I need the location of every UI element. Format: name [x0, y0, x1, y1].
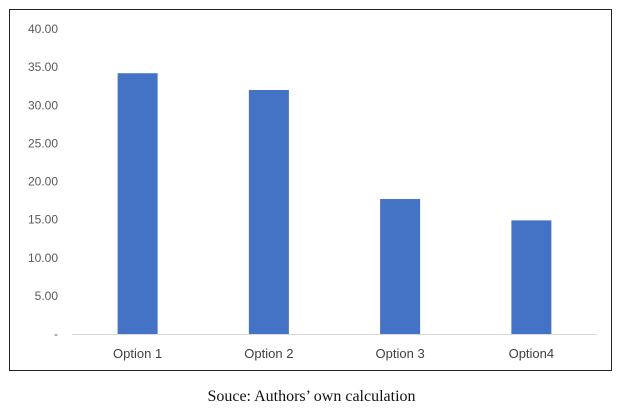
y-tick-label: 10.00	[28, 251, 58, 265]
y-tick-label: -	[54, 327, 58, 341]
chart-frame: - 5.00 10.00 15.00 20.00 25.00 30.00 35.00 40.00…	[9, 9, 612, 371]
y-tick-label: 40.00	[28, 22, 58, 36]
figure-caption: Souce: Authors’ own calculation	[207, 388, 416, 405]
bar-chart: - 5.00 10.00 15.00 20.00 25.00 30.00 35.00 40.00…	[28, 22, 597, 361]
bar	[511, 220, 552, 334]
y-tick-label: 20.00	[28, 175, 58, 189]
x-tick-label: Option 3	[376, 346, 425, 361]
bars	[117, 73, 552, 334]
x-axis-labels: Option 1 Option 2 Option 3 Option4	[113, 346, 554, 361]
bar	[248, 90, 289, 334]
y-tick-label: 35.00	[28, 60, 58, 74]
y-tick-label: 5.00	[35, 289, 59, 303]
y-tick-label: 30.00	[28, 98, 58, 112]
bar	[117, 73, 158, 334]
x-tick-label: Option 1	[113, 346, 162, 361]
y-axis-ticks: - 5.00 10.00 15.00 20.00 25.00 30.00 35.00 40.00	[28, 22, 58, 341]
x-tick-label: Option4	[509, 346, 555, 361]
bar	[380, 199, 421, 334]
x-tick-label: Option 2	[244, 346, 293, 361]
y-tick-label: 25.00	[28, 136, 58, 150]
y-tick-label: 15.00	[28, 213, 58, 227]
